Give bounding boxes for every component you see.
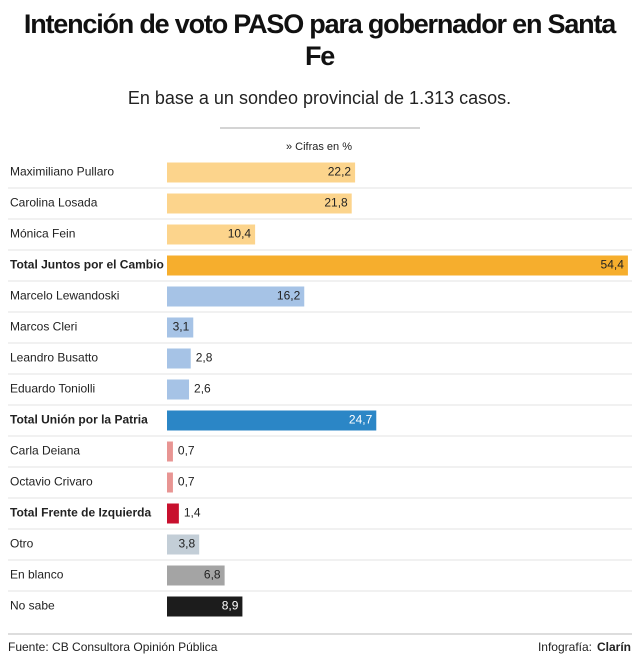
unit-note: » Cifras en % xyxy=(286,141,352,153)
value-label: 3,1 xyxy=(173,320,190,334)
bar xyxy=(167,317,194,338)
bar xyxy=(167,472,173,493)
category-label: Otro xyxy=(10,537,34,551)
value-label: 1,4 xyxy=(184,506,201,520)
value-label: 21,8 xyxy=(324,196,348,210)
bar xyxy=(167,286,305,307)
bar xyxy=(167,503,179,524)
category-label: Maximiliano Pullaro xyxy=(10,165,114,179)
category-label: Eduardo Toniolli xyxy=(10,382,95,396)
value-label: 54,4 xyxy=(601,258,625,272)
value-label: 0,7 xyxy=(178,475,195,489)
value-label: 3,8 xyxy=(179,537,196,551)
value-label: 8,9 xyxy=(222,599,239,613)
bar xyxy=(167,162,356,183)
category-label: Carolina Losada xyxy=(10,196,98,210)
value-label: 10,4 xyxy=(228,227,252,241)
chart-subtitle: En base a un sondeo provincial de 1.313 … xyxy=(127,88,512,108)
value-label: 22,2 xyxy=(328,165,352,179)
bar xyxy=(167,224,256,245)
bar xyxy=(167,410,377,431)
chart-title: Intención de voto PASO para gobernador e… xyxy=(23,9,616,71)
category-label: Leandro Busatto xyxy=(10,351,98,365)
bar xyxy=(167,565,225,586)
category-label: No sabe xyxy=(10,599,55,613)
source: Fuente: CB Consultora Opinión Pública xyxy=(8,640,218,654)
credit-label: Infografía: xyxy=(538,640,592,654)
bar xyxy=(167,534,200,555)
category-label: Marcelo Lewandoski xyxy=(10,289,119,303)
bar xyxy=(167,441,173,462)
value-label: 16,2 xyxy=(277,289,301,303)
category-label: Mónica Fein xyxy=(10,227,75,241)
value-label: 24,7 xyxy=(349,413,373,427)
category-label: Octavio Crivaro xyxy=(10,475,93,489)
category-label: Carla Deiana xyxy=(10,444,80,458)
category-label: Total Juntos por el Cambio xyxy=(10,258,164,272)
value-label: 6,8 xyxy=(204,568,221,582)
credit: Clarín xyxy=(597,640,631,654)
category-label: En blanco xyxy=(10,568,64,582)
category-label: Total Frente de Izquierda xyxy=(10,506,151,520)
bar xyxy=(167,379,190,400)
bar xyxy=(167,255,628,276)
bar xyxy=(167,596,243,617)
bar xyxy=(167,348,191,369)
bar xyxy=(167,193,352,214)
value-label: 2,6 xyxy=(194,382,211,396)
category-label: Marcos Cleri xyxy=(10,320,77,334)
value-label: 2,8 xyxy=(196,351,213,365)
value-label: 0,7 xyxy=(178,444,195,458)
category-label: Total Unión por la Patria xyxy=(10,413,148,427)
